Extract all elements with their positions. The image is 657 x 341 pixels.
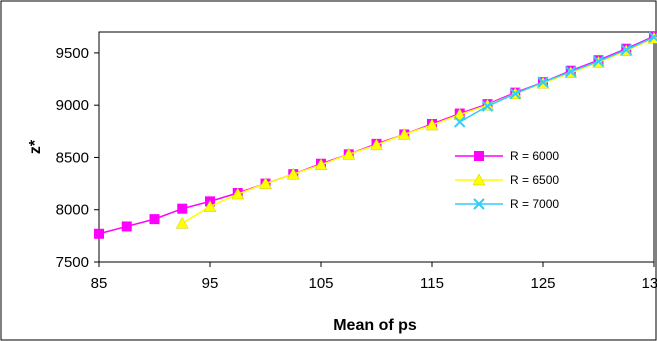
legend-item: R = 6500 [455, 173, 559, 187]
data-point [177, 203, 188, 214]
y-tick-label: 8500 [56, 149, 89, 166]
y-tick-label: 9000 [56, 97, 89, 114]
legend-marker [472, 173, 486, 186]
series-line [181, 37, 655, 224]
legend-item: R = 6000 [455, 149, 559, 163]
data-point [454, 116, 466, 128]
legend: R = 6000 R = 6500 R = 7000 [455, 149, 559, 211]
series-layer [94, 31, 657, 239]
data-point [342, 147, 356, 160]
legend-label: R = 7000 [510, 197, 559, 211]
x-tick-label: 125 [530, 275, 555, 292]
data-point [314, 158, 328, 171]
data-point [370, 138, 383, 151]
x-axis-ticks: 85 95 105 115 125 135 [91, 262, 657, 292]
data-point [397, 127, 411, 140]
y-tick-label: 7500 [56, 254, 89, 271]
x-tick-label: 135 [641, 275, 657, 292]
data-point [231, 187, 245, 200]
data-point [286, 167, 300, 180]
y-axis-title: z* [27, 139, 44, 154]
legend-marker [473, 198, 485, 210]
data-point [481, 100, 494, 112]
x-tick-label: 115 [420, 275, 444, 292]
legend-label: R = 6500 [510, 173, 559, 187]
data-point [620, 44, 632, 56]
data-point [509, 87, 521, 100]
y-tick-label: 9500 [56, 45, 89, 62]
data-point [175, 216, 189, 229]
series-3 [454, 31, 657, 128]
x-tick-label: 85 [91, 275, 108, 292]
data-point [425, 118, 439, 131]
data-point [259, 177, 272, 189]
data-point [537, 76, 549, 88]
data-point [94, 228, 104, 239]
series-line [459, 36, 655, 123]
data-point [565, 66, 577, 78]
data-point [648, 31, 657, 43]
data-point [121, 221, 132, 232]
legend-item: R = 7000 [455, 197, 559, 211]
x-axis-title: Mean of ps [333, 317, 417, 334]
x-tick-label: 95 [202, 275, 219, 292]
data-point [203, 200, 217, 212]
x-tick-label: 105 [308, 275, 333, 292]
data-point [592, 55, 605, 67]
y-tick-label: 8000 [56, 202, 89, 219]
y-axis-ticks: 7500 8000 8500 9000 9500 [56, 45, 99, 271]
legend-marker [474, 151, 484, 161]
legend-label: R = 6000 [510, 149, 559, 163]
data-point [453, 108, 467, 120]
data-point [149, 214, 160, 225]
